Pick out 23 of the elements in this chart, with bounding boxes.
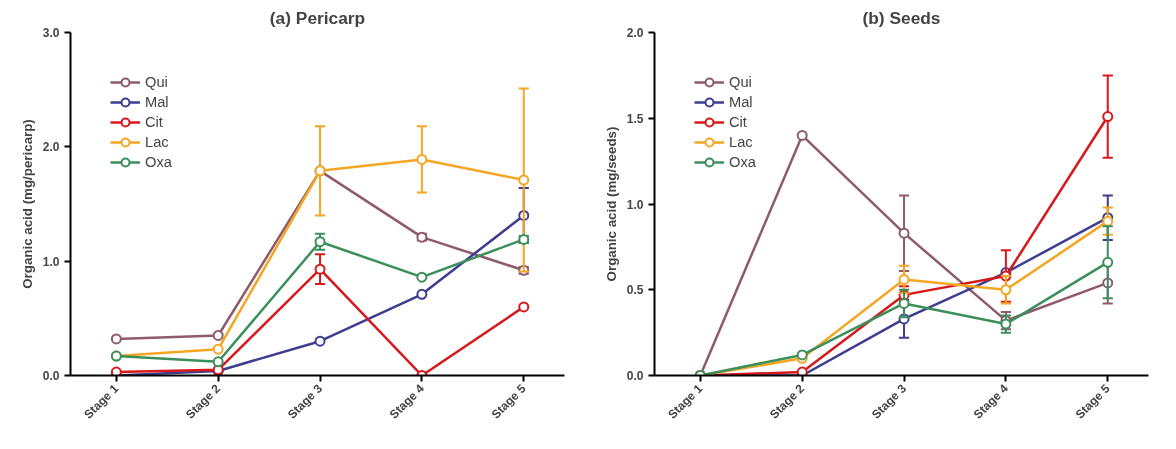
legend-label: Cit bbox=[729, 114, 748, 130]
legend-label: Qui bbox=[145, 74, 168, 90]
chart-title: (b) Seeds bbox=[862, 7, 941, 28]
y-tick-label: 2.0 bbox=[42, 140, 60, 155]
y-tick-label: 1.0 bbox=[626, 197, 644, 212]
legend-label: Mal bbox=[729, 94, 753, 110]
y-tick-label: 0.5 bbox=[626, 283, 644, 298]
legend-label: Lac bbox=[729, 134, 753, 150]
legend-label: Oxa bbox=[145, 154, 172, 170]
legend-label: Qui bbox=[729, 74, 752, 90]
y-tick-label: 1.0 bbox=[42, 254, 60, 269]
y-tick-label: 3.0 bbox=[42, 26, 60, 40]
y-tick-label: 2.0 bbox=[626, 26, 644, 40]
legend-label: Lac bbox=[145, 134, 169, 150]
legend-label: Oxa bbox=[729, 154, 756, 170]
legend-label: Cit bbox=[145, 114, 164, 130]
y-axis-title: Organic acid (mg/seeds) bbox=[603, 126, 619, 282]
y-tick-label: 1.5 bbox=[626, 111, 644, 126]
chart-title: (a) Pericarp bbox=[269, 7, 366, 28]
y-tick-label: 0.0 bbox=[626, 369, 644, 383]
y-axis-title: Organic acid (mg/pericarp) bbox=[19, 119, 35, 289]
legend-label: Mal bbox=[145, 94, 169, 110]
y-tick-label: 0.0 bbox=[42, 369, 60, 383]
